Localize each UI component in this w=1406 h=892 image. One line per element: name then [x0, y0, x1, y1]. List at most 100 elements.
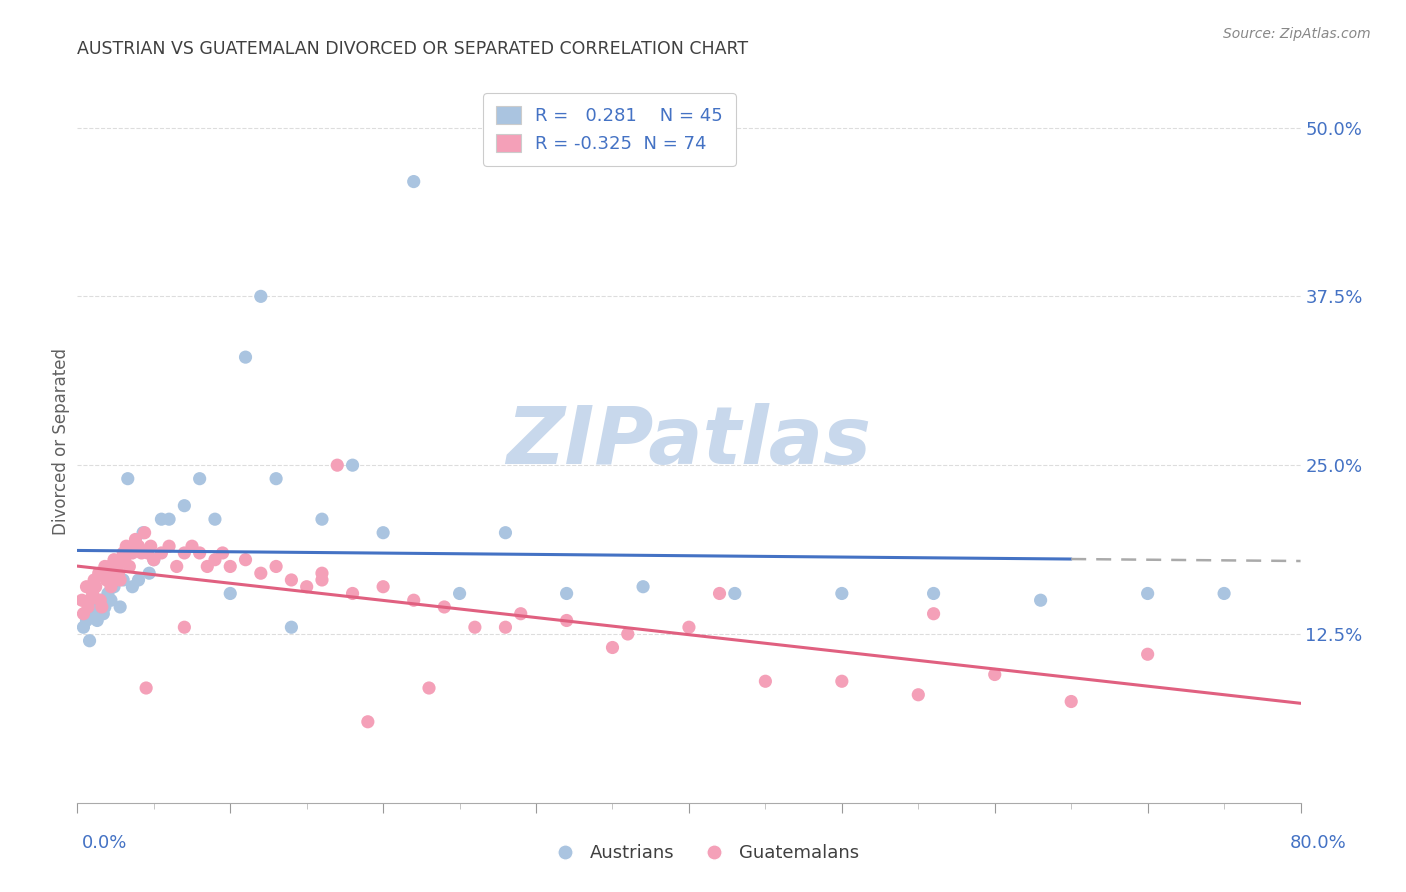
Point	[342, 586, 364, 600]
Point	[188, 472, 211, 486]
Point	[495, 525, 517, 540]
Point	[602, 640, 624, 655]
Point	[264, 472, 287, 486]
Point	[280, 620, 302, 634]
Point	[83, 607, 105, 621]
Text: 80.0%: 80.0%	[1291, 834, 1347, 852]
Point	[173, 620, 195, 634]
Point	[555, 586, 578, 600]
Point	[97, 586, 120, 600]
Point	[433, 599, 456, 614]
Point	[357, 714, 380, 729]
Point	[117, 472, 139, 486]
Point	[83, 573, 105, 587]
Point	[371, 525, 394, 540]
Point	[157, 539, 180, 553]
Point	[77, 599, 100, 614]
Point	[250, 289, 273, 303]
Point	[118, 559, 141, 574]
Point	[495, 620, 517, 634]
Point	[70, 593, 93, 607]
Point	[311, 512, 333, 526]
Point	[134, 525, 156, 540]
Point	[127, 573, 149, 587]
Point	[509, 607, 531, 621]
Point	[418, 681, 440, 695]
Point	[76, 614, 98, 628]
Point	[76, 580, 98, 594]
Point	[150, 512, 173, 526]
Point	[402, 175, 425, 189]
Point	[112, 573, 135, 587]
Point	[139, 539, 162, 553]
Point	[311, 573, 333, 587]
Point	[142, 552, 165, 566]
Point	[235, 552, 257, 566]
Text: Source: ZipAtlas.com: Source: ZipAtlas.com	[1223, 27, 1371, 41]
Point	[82, 599, 104, 614]
Point	[1136, 647, 1159, 661]
Point	[709, 586, 731, 600]
Point	[311, 566, 333, 581]
Point	[124, 533, 146, 547]
Point	[204, 512, 226, 526]
Point	[135, 681, 157, 695]
Point	[104, 573, 127, 587]
Point	[984, 667, 1007, 681]
Point	[72, 607, 94, 621]
Point	[91, 607, 114, 621]
Point	[250, 566, 273, 581]
Point	[235, 350, 257, 364]
Point	[79, 593, 101, 607]
Point	[105, 559, 128, 574]
Point	[107, 566, 129, 581]
Point	[105, 559, 128, 574]
Point	[173, 546, 195, 560]
Point	[219, 559, 242, 574]
Point	[84, 580, 107, 594]
Point	[121, 546, 143, 560]
Point	[157, 512, 180, 526]
Point	[90, 599, 112, 614]
Point	[295, 580, 318, 594]
Point	[831, 586, 853, 600]
Point	[371, 580, 394, 594]
Text: AUSTRIAN VS GUATEMALAN DIVORCED OR SEPARATED CORRELATION CHART: AUSTRIAN VS GUATEMALAN DIVORCED OR SEPAR…	[77, 40, 748, 58]
Point	[907, 688, 929, 702]
Point	[150, 546, 173, 560]
Point	[72, 620, 94, 634]
Point	[211, 546, 233, 560]
Point	[188, 546, 211, 560]
Point	[94, 559, 117, 574]
Point	[166, 559, 188, 574]
Point	[96, 573, 118, 587]
Point	[617, 627, 640, 641]
Point	[195, 559, 218, 574]
Point	[100, 580, 122, 594]
Point	[89, 593, 111, 607]
Point	[464, 620, 486, 634]
Point	[1029, 593, 1052, 607]
Point	[204, 552, 226, 566]
Point	[86, 614, 108, 628]
Point	[108, 599, 131, 614]
Point	[1213, 586, 1236, 600]
Point	[555, 614, 578, 628]
Point	[127, 539, 149, 553]
Point	[108, 573, 131, 587]
Point	[1136, 586, 1159, 600]
Point	[97, 566, 120, 581]
Text: 0.0%: 0.0%	[82, 834, 127, 852]
Point	[94, 599, 117, 614]
Point	[173, 499, 195, 513]
Legend: Austrians, Guatemalans: Austrians, Guatemalans	[540, 838, 866, 870]
Point	[922, 607, 945, 621]
Point	[264, 559, 287, 574]
Point	[87, 566, 110, 581]
Point	[136, 546, 159, 560]
Point	[280, 573, 302, 587]
Point	[138, 566, 160, 581]
Point	[103, 552, 125, 566]
Point	[115, 539, 138, 553]
Y-axis label: Divorced or Separated: Divorced or Separated	[52, 348, 70, 535]
